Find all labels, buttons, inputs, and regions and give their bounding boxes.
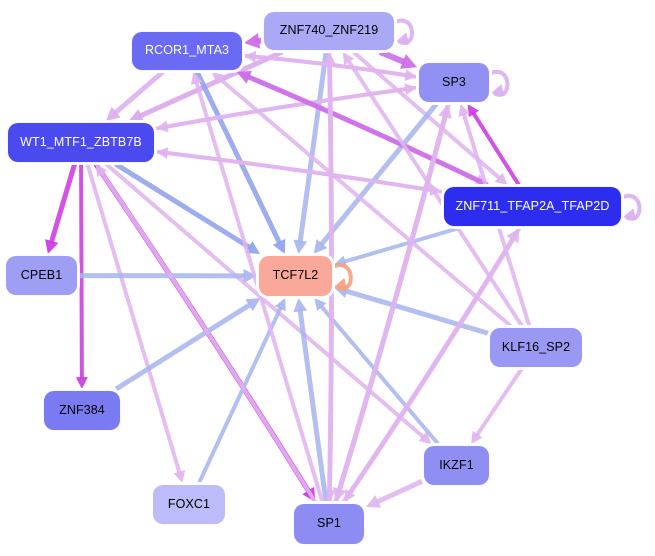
edge-KLF16_SP2-to-ZNF740_ZNF219 [342,52,524,328]
graph-node-SP3[interactable]: SP3 [418,62,490,103]
graph-node-ZNF711_TFAP2A_TFAP2D[interactable]: ZNF711_TFAP2A_TFAP2D [443,186,622,227]
graph-node-label: CPEB1 [20,267,63,282]
edge-WT1_MTF1_ZBTB7B-to-IKZF1 [104,162,432,444]
graph-node-label: ZNF711_TFAP2A_TFAP2D [455,198,610,213]
edge-KLF16_SP2-to-RCOR1_MTA3 [211,72,512,328]
edge-SP3-to-WT1_MTF1_ZBTB7B [156,85,418,133]
edge-SP1-to-ZNF711_TFAP2A_TFAP2D [341,228,520,504]
edge-IKZF1-to-TCF7L2 [314,298,440,446]
edge-ZNF711_TFAP2A_TFAP2D-to-RCOR1_MTA3 [236,70,489,188]
graph-node-RCOR1_MTA3[interactable]: RCOR1_MTA3 [131,31,243,71]
edge-SP1-to-TCF7L2 [293,298,329,503]
graph-node-SP1[interactable]: SP1 [293,503,365,545]
edge-SP1-to-WT1_MTF1_ZBTB7B [95,164,318,504]
edge-SP1-to-SP3 [333,104,452,503]
self-loop-SP3 [489,69,510,97]
graph-node-label: WT1_MTF1_ZBTB7B [20,134,142,149]
graph-node-label: SP1 [317,516,341,531]
edge-CPEB1-to-TCF7L2 [78,268,257,283]
graph-node-TCF7L2[interactable]: TCF7L2 [258,255,333,297]
graph-node-label: ZNF740_ZNF219 [279,23,379,38]
graph-node-KLF16_SP2[interactable]: KLF16_SP2 [489,327,583,368]
edge-WT1_MTF1_ZBTB7B-to-FOXC1 [85,163,185,483]
graph-node-ZNF740_ZNF219[interactable]: ZNF740_ZNF219 [263,11,395,51]
edge-WT1_MTF1_ZBTB7B-to-TCF7L2 [114,161,261,254]
self-loop-ZNF711_TFAP2A_TFAP2D [621,193,642,221]
graph-node-label: ZNF384 [59,402,105,417]
edge-ZNF384-to-TCF7L2 [114,298,261,392]
edge-ZNF711_TFAP2A_TFAP2D-to-WT1_MTF1_ZBTB7B [156,147,443,194]
edge-ZNF740_ZNF219-to-RCOR1_MTA3 [244,33,263,49]
edge-KLF16_SP2-to-IKZF1 [470,367,524,444]
graph-node-label: RCOR1_MTA3 [144,43,230,58]
graph-node-IKZF1[interactable]: IKZF1 [423,445,490,486]
edge-WT1_MTF1_ZBTB7B-to-CPEB1 [45,163,78,254]
graph-node-WT1_MTF1_ZBTB7B[interactable]: WT1_MTF1_ZBTB7B [7,122,155,163]
edge-KLF16_SP2-to-TCF7L2 [334,284,489,336]
graph-node-label: KLF16_SP2 [501,339,571,354]
edge-ZNF740_ZNF219-to-WT1_MTF1_ZBTB7B [128,49,284,122]
self-loop-ZNF740_ZNF219 [394,18,414,45]
graph-node-CPEB1[interactable]: CPEB1 [5,255,78,296]
graph-node-label: TCF7L2 [272,268,319,283]
edge-ZNF711_TFAP2A_TFAP2D-to-SP3 [467,104,521,187]
graph-node-label: IKZF1 [439,457,474,472]
edge-ZNF711_TFAP2A_TFAP2D-to-TCF7L2 [334,226,460,268]
edge-IKZF1-to-SP1 [366,479,424,508]
graph-node-ZNF384[interactable]: ZNF384 [43,390,121,431]
edge-ZNF740_ZNF219-to-SP3 [378,49,417,69]
self-loop-TCF7L2 [332,263,353,291]
graph-node-label: SP3 [442,74,466,89]
edge-RCOR1_MTA3-to-WT1_MTF1_ZBTB7B [105,70,165,121]
graph-node-label: FOXC1 [167,496,211,511]
edge-ZNF740_ZNF219-to-TCF7L2 [293,51,329,254]
graph-node-FOXC1[interactable]: FOXC1 [152,484,226,525]
